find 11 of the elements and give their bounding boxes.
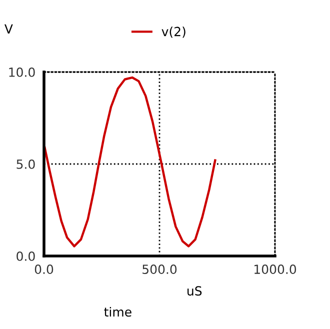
x-tick-label: 500.0 [142, 264, 177, 274]
y-tick-label: 5.0 [16, 159, 35, 169]
text: uS [188, 286, 202, 296]
line-series [44, 76, 216, 248]
x-axis-title: time [104, 306, 132, 317]
y-tick-label: 0.0 [16, 251, 35, 261]
legend-label: v(2) [162, 26, 186, 38]
y-tick-label: 10.0 [9, 67, 35, 77]
x-tick-label: 1000.0 [254, 264, 296, 274]
y-axis-title: V [4, 24, 13, 34]
x-tick-label: 0.0 [34, 264, 54, 274]
